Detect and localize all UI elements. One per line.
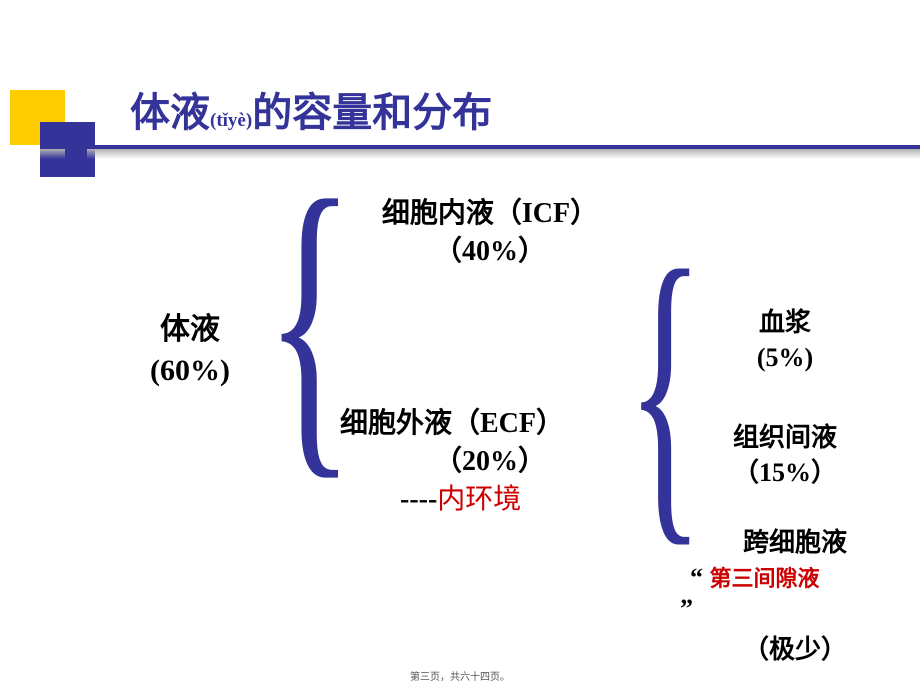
ecf-pct: （20%） — [340, 443, 640, 481]
transcell-alt: 第三间隙液 — [710, 566, 820, 591]
root-node: 体液 (60%) — [120, 310, 260, 391]
intersti-label: 组织间液 — [733, 423, 837, 452]
root-pct: (60%) — [150, 354, 230, 387]
plasma-node: 血浆 (5%) — [695, 305, 875, 375]
icf-node: 细胞内液（ICF） （40%） — [340, 195, 640, 271]
quote-l: “ — [690, 563, 703, 592]
transcell-label: 跨细胞液 — [743, 528, 847, 557]
slide: 体液(tǐyè)的容量和分布 体液 (60%) { 细胞内液（ICF） （40%… — [0, 0, 920, 689]
quote-r: ” — [680, 591, 910, 626]
transcell-node: 跨细胞液 “ 第三间隙液 ” （极少） — [680, 525, 910, 667]
root-label: 体液 — [160, 313, 220, 346]
plasma-pct: (5%) — [757, 343, 813, 372]
ecf-annotation: 内环境 — [437, 484, 521, 515]
brace-right: { — [627, 195, 704, 579]
plasma-label: 血浆 — [759, 308, 811, 337]
title-pre: 体液 — [130, 90, 210, 135]
icf-label: 细胞内液（ICF） — [382, 198, 598, 229]
transcell-pct: （极少） — [680, 632, 910, 667]
intersti-pct: （15%） — [733, 458, 837, 487]
ecf-node: 细胞外液（ECF） （20%） ----内环境 — [340, 405, 640, 518]
rule-shadow — [40, 149, 920, 159]
intersti-node: 组织间液 （15%） — [695, 420, 875, 490]
ecf-label: 细胞外液（ECF） — [340, 408, 564, 439]
ecf-dash: ---- — [400, 484, 437, 515]
rule-notch — [65, 145, 87, 167]
title-pinyin: (tǐyè) — [210, 110, 252, 131]
icf-pct: （40%） — [434, 236, 546, 267]
header-rule — [0, 145, 920, 169]
page-footer: 第三页，共六十四页。 — [0, 668, 920, 683]
